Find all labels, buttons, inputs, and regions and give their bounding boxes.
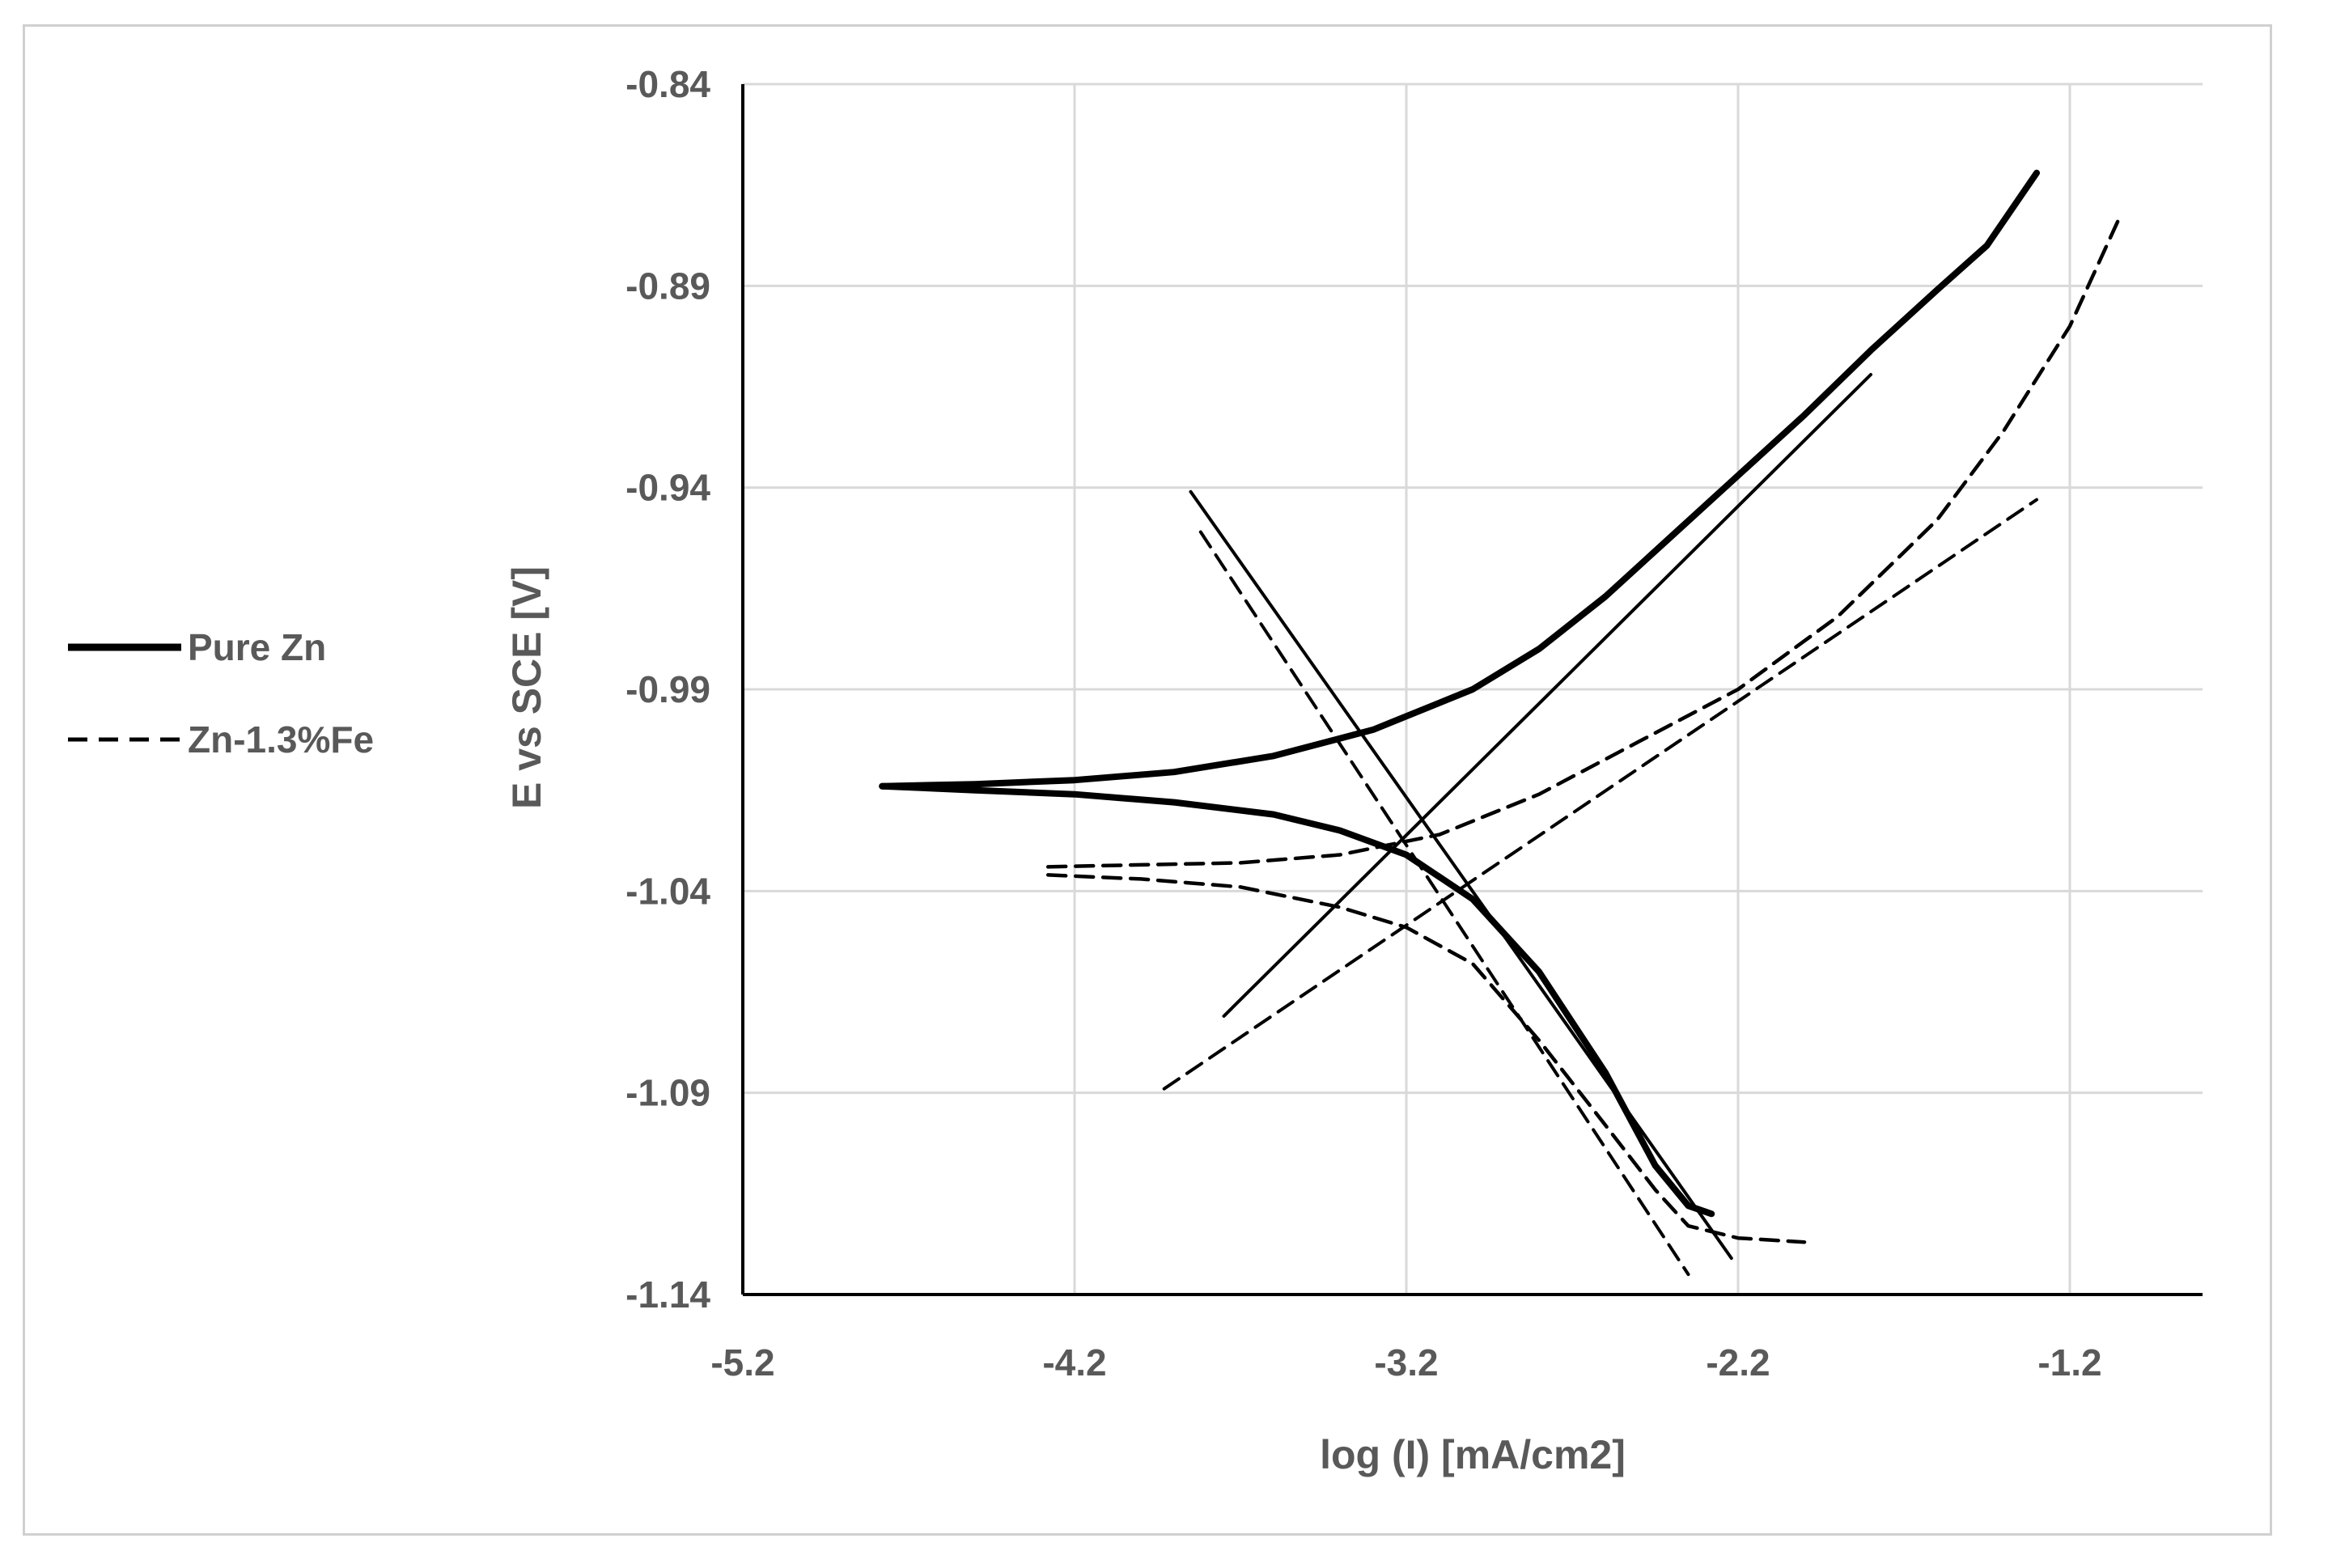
y-tick-label: -1.04 [625,870,710,912]
y-tick-label: -0.84 [625,63,710,105]
series-zn-1-3-fe-anodic-tafel-fit [1162,498,2038,1091]
legend-label-zn-fe: Zn-1.3%Fe [188,718,374,761]
chart-frame [23,24,2272,1536]
series-lines [879,169,2122,1277]
series-zn-1-3-fe-cathodic-tafel-fit [1198,530,1690,1277]
series-pure-zn-anodic-branch [879,169,2040,790]
x-axis-title: log (I) [mA/cm2] [1320,1432,1626,1477]
series-zn-1-3-fe-anodic-branch [1045,215,2122,869]
y-tick-label: -0.99 [625,668,710,710]
x-tick-label: -5.2 [710,1341,774,1384]
series-zn-1-3-fe-cathodic-branch [1045,873,1807,1244]
x-tick-label: -1.2 [2037,1341,2101,1384]
legend: Pure Zn Zn-1.3%Fe [68,626,374,761]
series-pure-zn-cathodic-branch [879,782,1715,1218]
series-pure-zn-anodic-tafel-fit [1222,373,1872,1018]
y-tick-label: -0.94 [625,467,710,509]
legend-label-pure-zn: Pure Zn [188,626,326,668]
series-pure-zn-cathodic-tafel-fit [1189,489,1733,1261]
axes [741,84,2203,1296]
x-tick-label: -3.2 [1374,1341,1438,1384]
y-axis-title: E vs SCE [V] [504,566,549,809]
y-tick-label: -0.89 [625,265,710,307]
tick-labels: -0.84 -0.89 -0.94 -0.99 -1.04 -1.09 -1.14-5.2 -… [625,63,2101,1384]
y-tick-label: -1.09 [625,1072,710,1114]
x-tick-label: -4.2 [1042,1341,1106,1384]
x-tick-label: -2.2 [1706,1341,1770,1384]
y-tick-label: -1.14 [625,1273,710,1316]
